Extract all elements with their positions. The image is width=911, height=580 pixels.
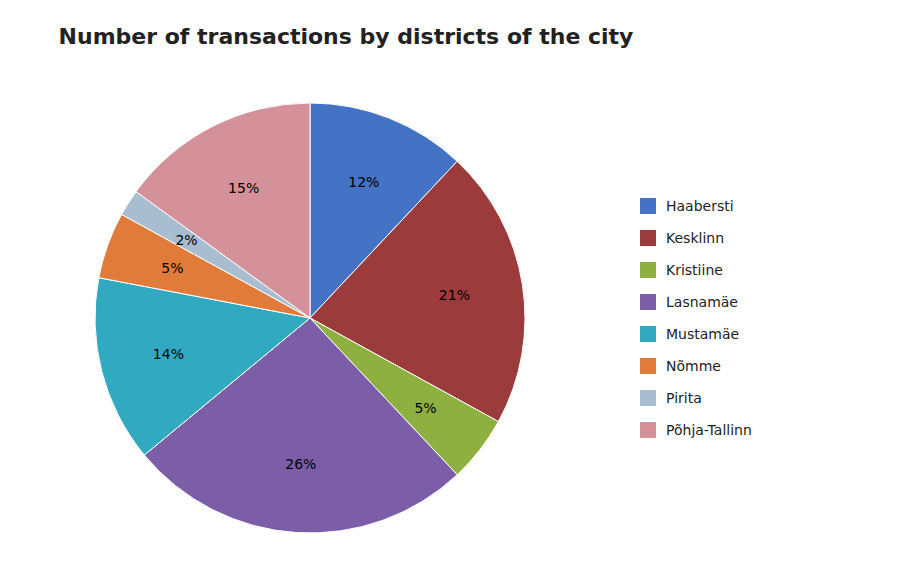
legend: Haabersti Kesklinn Kristiine Lasnamäe Mustam…	[640, 198, 752, 438]
legend-swatch	[640, 198, 656, 214]
title: Number of transactions by districts of t…	[59, 24, 634, 49]
legend-swatch	[640, 230, 656, 246]
legend-label: Haabersti	[666, 198, 734, 214]
pie-slice	[136, 103, 310, 318]
legend-swatch	[640, 326, 656, 342]
legend-label: Nõmme	[666, 358, 721, 374]
legend-swatch	[640, 422, 656, 438]
background	[0, 0, 911, 580]
legend-label: Lasnamäe	[666, 294, 738, 310]
legend-label: Pirita	[666, 390, 702, 406]
legend-label: Mustamäe	[666, 326, 739, 342]
chart: Number of transactions by districts of t…	[0, 0, 911, 580]
legend-label: Kristiine	[666, 262, 723, 278]
data-labels: 12% 21% 5% 26% 14% 5% 2% 15%	[153, 174, 470, 472]
slices	[95, 103, 525, 533]
data-label: 2%	[175, 232, 197, 248]
legend-swatch	[640, 262, 656, 278]
legend-swatch	[640, 358, 656, 374]
legend-swatch	[640, 390, 656, 406]
data-label: 15%	[228, 180, 259, 196]
data-label: 21%	[439, 287, 470, 303]
legend-swatch	[640, 294, 656, 310]
data-label: 12%	[348, 174, 379, 190]
data-label: 26%	[285, 456, 316, 472]
data-label: 14%	[153, 346, 184, 362]
legend-label: Põhja-Tallinn	[666, 422, 752, 438]
legend-label: Kesklinn	[666, 230, 724, 246]
data-label: 5%	[161, 260, 183, 276]
data-label: 5%	[414, 400, 436, 416]
chart-container: Number of transactions by districts of t…	[0, 0, 911, 580]
